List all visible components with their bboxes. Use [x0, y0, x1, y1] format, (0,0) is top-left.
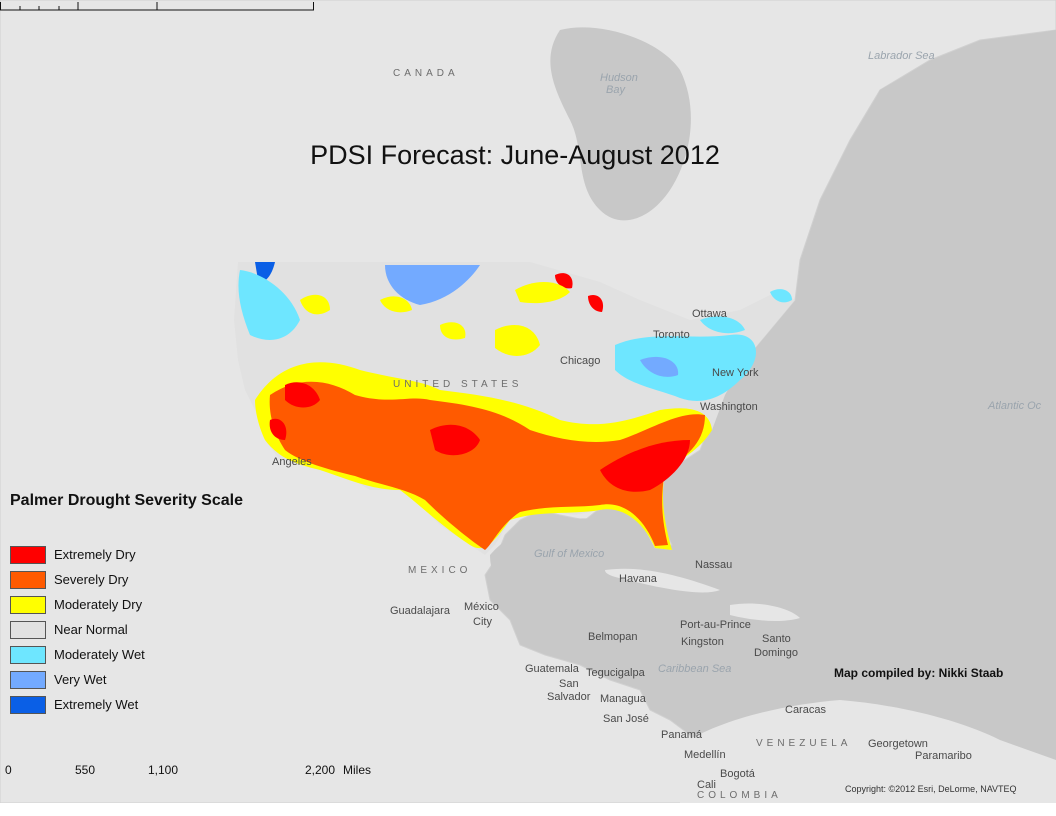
scale-label-550: 550 — [75, 763, 96, 777]
label-new-york: New York — [712, 367, 759, 379]
legend-swatch — [10, 595, 46, 614]
map-credit: Map compiled by: Nikki Staab — [834, 666, 1004, 680]
legend-item: Near Normal — [10, 617, 145, 642]
label-atlantic-ocean: Atlantic Oc — [988, 400, 1042, 412]
label-bogota: Bogotá — [720, 768, 755, 780]
legend-swatch — [10, 570, 46, 589]
caribbean-water — [600, 606, 886, 705]
legend-swatch — [10, 695, 46, 714]
legend-swatch — [10, 545, 46, 564]
scale-label-1100: 1,100 — [148, 763, 179, 777]
label-hudson-bay-line2: Bay — [606, 84, 625, 96]
scale-label-0: 0 — [5, 763, 12, 777]
legend: Extremely Dry Severely Dry Moderately Dr… — [10, 542, 145, 717]
label-chicago: Chicago — [560, 355, 601, 367]
label-managua: Managua — [600, 693, 646, 705]
scale-unit: Miles — [343, 763, 372, 777]
legend-label: Moderately Wet — [54, 647, 145, 662]
legend-swatch — [10, 645, 46, 664]
label-guadalajara: Guadalajara — [390, 605, 450, 617]
gulf-of-mexico — [490, 518, 649, 610]
hudson-bay — [550, 27, 691, 221]
legend-item: Extremely Wet — [10, 692, 145, 717]
legend-item: Extremely Dry — [10, 542, 145, 567]
legend-label: Very Wet — [54, 672, 107, 687]
scale-label-2200: 2,200 — [305, 763, 336, 777]
label-santo-domingo-line2: Domingo — [754, 647, 799, 659]
label-san-jose: San José — [603, 713, 649, 725]
label-mexico-city-line2: City — [473, 616, 492, 628]
label-port-au-prince: Port-au-Prince — [680, 619, 751, 631]
south-america — [680, 700, 1056, 803]
label-havana: Havana — [619, 573, 657, 585]
label-kingston: Kingston — [681, 636, 724, 648]
label-paramaribo: Paramaribo — [915, 750, 972, 762]
legend-swatch — [10, 620, 46, 639]
map-title: PDSI Forecast: June-August 2012 — [310, 140, 720, 170]
label-cali: Cali — [697, 779, 716, 791]
label-nassau: Nassau — [695, 559, 733, 571]
label-los-angeles: Angeles — [272, 456, 312, 468]
label-labrador-sea: Labrador Sea — [868, 50, 935, 62]
label-colombia: COLOMBIA — [697, 790, 782, 801]
label-tegucigalpa: Tegucigalpa — [586, 667, 645, 679]
label-san-salvador-line2: Salvador — [547, 691, 591, 703]
legend-label: Extremely Wet — [54, 697, 139, 712]
label-ottawa: Ottawa — [692, 308, 727, 320]
label-toronto: Toronto — [653, 329, 690, 341]
legend-label: Extremely Dry — [54, 547, 136, 562]
legend-label: Severely Dry — [54, 572, 129, 587]
label-venezuela: VENEZUELA — [756, 738, 852, 749]
label-belmopan: Belmopan — [588, 631, 638, 643]
legend-item: Moderately Wet — [10, 642, 145, 667]
label-canada: CANADA — [393, 68, 459, 79]
label-washington: Washington — [700, 401, 758, 413]
label-medellin: Medellín — [684, 749, 726, 761]
label-united-states: UNITED STATES — [393, 379, 523, 390]
label-san-salvador-line1: San — [559, 678, 579, 690]
copyright-text: Copyright: ©2012 Esri, DeLorme, NAVTEQ — [845, 784, 1017, 794]
label-georgetown: Georgetown — [868, 738, 928, 750]
cuba — [605, 568, 720, 593]
labrador-coast — [849, 30, 1056, 300]
legend-item: Moderately Dry — [10, 592, 145, 617]
legend-label: Near Normal — [54, 622, 128, 637]
label-caribbean-sea: Caribbean Sea — [658, 663, 732, 675]
label-santo-domingo-line1: Santo — [762, 633, 791, 645]
label-caracas: Caracas — [785, 704, 826, 716]
label-gulf-of-mexico: Gulf of Mexico — [534, 548, 605, 560]
legend-label: Moderately Dry — [54, 597, 143, 612]
drought-raster — [234, 262, 795, 555]
label-mexico: MEXICO — [408, 565, 472, 576]
legend-item: Severely Dry — [10, 567, 145, 592]
scale-bar — [0, 2, 314, 11]
hispaniola — [730, 603, 800, 622]
label-guatemala: Guatemala — [525, 663, 579, 675]
legend-title: Palmer Drought Severity Scale — [10, 492, 243, 509]
label-hudson-bay-line1: Hudson — [600, 72, 638, 84]
legend-item: Very Wet — [10, 667, 145, 692]
legend-swatch — [10, 670, 46, 689]
label-mexico-city-line1: México — [464, 601, 499, 613]
label-panama: Panamá — [661, 729, 702, 741]
